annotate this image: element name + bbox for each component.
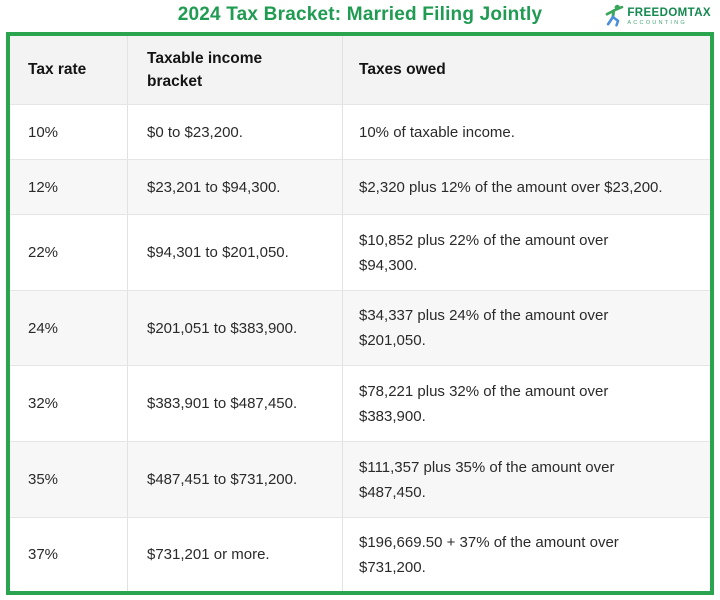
tax-rate-cell: 12% (10, 160, 128, 214)
freedomtax-logo: FREEDOMTAX ACCOUNTING (603, 2, 713, 33)
logo-name: FREEDOMTAX (627, 6, 711, 19)
tax-rate-cell: 24% (10, 291, 128, 365)
logo-text: FREEDOMTAX ACCOUNTING (627, 6, 711, 27)
income-bracket-cell: $23,201 to $94,300. (128, 160, 343, 214)
tax-rate-cell: 35% (10, 442, 128, 517)
taxes-owed-cell: $2,320 plus 12% of the amount over $23,2… (359, 178, 663, 196)
income-bracket-cell: $383,901 to $487,450. (128, 366, 343, 441)
tax-rate-cell: 32% (10, 366, 128, 441)
column-header-tax-rate: Tax rate (10, 36, 128, 104)
taxes-owed-cell: 10% of taxable income. (359, 123, 515, 141)
income-bracket-cell: $201,051 to $383,900. (128, 291, 343, 365)
mascot-icon (605, 3, 624, 32)
column-header-taxes-owed: Taxes owed (359, 61, 446, 78)
tax-bracket-table: Tax rate Taxable income bracket Taxes ow… (6, 32, 714, 595)
page-header: 2024 Tax Bracket: Married Filing Jointly… (0, 0, 720, 33)
taxes-owed-cell: $196,669.50 + 37% of the amount over $73… (359, 533, 619, 576)
taxes-owed-cell: $111,357 plus 35% of the amount over $48… (359, 458, 615, 501)
tax-rate-cell: 37% (10, 518, 128, 591)
tax-rate-cell: 10% (10, 105, 128, 159)
table-row: 12% $23,201 to $94,300. $2,320 plus 12% … (10, 160, 710, 215)
table-row: 24% $201,051 to $383,900. $34,337 plus 2… (10, 291, 710, 366)
logo-tagline: ACCOUNTING (627, 20, 687, 27)
taxes-owed-cell: $10,852 plus 22% of the amount over $94,… (359, 231, 609, 274)
table-row: 35% $487,451 to $731,200. $111,357 plus … (10, 442, 710, 518)
table-row: 10% $0 to $23,200. 10% of taxable income… (10, 105, 710, 160)
income-bracket-cell: $731,201 or more. (128, 518, 343, 591)
taxes-owed-cell: $78,221 plus 32% of the amount over $383… (359, 382, 609, 425)
table-row: 22% $94,301 to $201,050. $10,852 plus 22… (10, 215, 710, 291)
table-header-row: Tax rate Taxable income bracket Taxes ow… (10, 36, 710, 105)
page-title: 2024 Tax Bracket: Married Filing Jointly (177, 4, 543, 25)
tax-rate-cell: 22% (10, 215, 128, 290)
taxes-owed-cell: $34,337 plus 24% of the amount over $201… (359, 307, 609, 349)
income-bracket-cell: $0 to $23,200. (128, 105, 343, 159)
table-row: 32% $383,901 to $487,450. $78,221 plus 3… (10, 366, 710, 442)
column-header-income-bracket: Taxable income bracket (128, 36, 343, 104)
income-bracket-cell: $94,301 to $201,050. (128, 215, 343, 290)
income-bracket-cell: $487,451 to $731,200. (128, 442, 343, 517)
table-row: 37% $731,201 or more. $196,669.50 + 37% … (10, 518, 710, 591)
